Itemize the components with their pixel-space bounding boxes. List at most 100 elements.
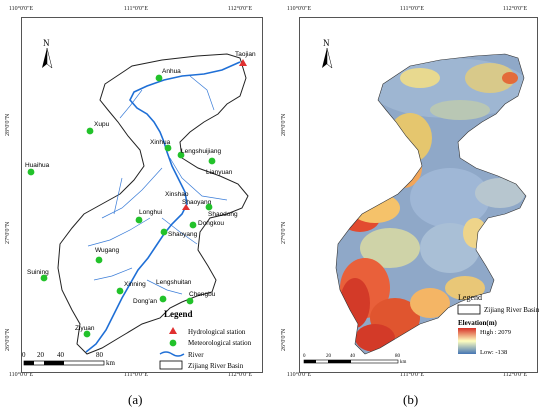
station-dongkou-marker	[189, 221, 197, 229]
scalebar-b-unit: km	[400, 360, 407, 365]
station-shaodong-label: Shaodong	[208, 211, 238, 218]
station-shaoyang-met-label: Shaoyang	[168, 231, 198, 238]
tributary-5	[87, 217, 151, 247]
station-huaihua-marker	[27, 168, 35, 176]
coord-top-112e-b: 112°0'0"E	[502, 6, 528, 12]
coord-bottom-111e-b: 111°0'0"E	[399, 372, 425, 378]
panel-a-station-map: 110°0'0"E 111°0'0"E 112°0'0"E 110°0'0"E …	[5, 6, 263, 407]
coord-left-26n-b: 26°0'0"N	[281, 328, 287, 351]
coord-bottom-112e: 112°0'0"E	[227, 372, 253, 378]
scalebar-b-tick-80: 80	[395, 354, 401, 359]
map-frame-a: N Taojian Anhua Xupu Xinhua Lengshuijian…	[21, 17, 263, 373]
coord-bottom-112e-b: 112°0'0"E	[502, 372, 528, 378]
north-label-b: N	[323, 38, 330, 48]
legend-b-low: Low: -138	[480, 349, 507, 356]
scalebar-a: 0 20 40 80 km	[22, 351, 116, 367]
station-lengshuitan-label: Lengshuitan	[156, 279, 192, 286]
coord-top-110e-b: 110°0'0"E	[286, 6, 312, 12]
tributary-2	[119, 89, 143, 119]
station-wugang-marker	[95, 256, 103, 264]
main-river	[85, 61, 241, 353]
coord-top-111e: 111°0'0"E	[123, 6, 149, 12]
station-longhui-marker	[135, 216, 143, 224]
station-shaoyang-met-marker	[160, 228, 168, 236]
scalebar-a-tick-20: 20	[37, 351, 45, 359]
scalebar-a-tick-40: 40	[57, 351, 65, 359]
station-shaodong-marker	[205, 203, 213, 211]
tributary-6	[161, 217, 198, 245]
legend-basin-label: Zijiang River Basin	[188, 362, 244, 370]
legend-a: Legend Hydrological station Meteorologic…	[159, 309, 252, 370]
scalebar-b-tick-0: 0	[303, 354, 306, 359]
scalebar-b: 0 20 40 80 km	[303, 354, 407, 365]
legend-river-label: River	[188, 351, 204, 359]
caption-a: (a)	[128, 392, 143, 407]
tributary-9	[113, 177, 123, 215]
station-xinning-label: Xinning	[124, 281, 146, 288]
coord-top-111e-b: 111°0'0"E	[399, 6, 425, 12]
station-xinning-marker	[116, 287, 124, 295]
north-label-a: N	[43, 38, 50, 48]
legend-met-icon	[169, 339, 177, 347]
coord-left-27n-b: 27°0'0"N	[281, 221, 287, 244]
station-dongan-label: Dong'an	[133, 298, 157, 305]
tributary-1	[189, 75, 215, 111]
legend-b: Legend Zijiang River Basin Elevation(m) …	[457, 293, 540, 356]
coord-left-26n: 26°0'0"N	[5, 328, 11, 351]
scalebar-b-tick-20: 20	[326, 354, 332, 359]
elevation-raster	[336, 54, 526, 354]
legend-met-label: Meteorological station	[188, 339, 252, 347]
legend-b-basin-label: Zijiang River Basin	[484, 306, 540, 314]
scalebar-a-tick-80: 80	[96, 351, 104, 359]
scalebar-b-tick-40: 40	[350, 354, 356, 359]
panel-b-elevation-map: 110°0'0"E 111°0'0"E 112°0'0"E 110°0'0"E …	[281, 6, 540, 407]
station-dongan-marker	[159, 295, 167, 303]
map-a-svg: N Taojian Anhua Xupu Xinhua Lengshuijian…	[22, 38, 256, 370]
legend-river-icon	[159, 351, 185, 357]
north-arrow-a	[42, 47, 53, 69]
coord-bottom-111e: 111°0'0"E	[123, 372, 149, 378]
station-ziyuan-label: Ziyuan	[75, 325, 95, 332]
legend-a-title: Legend	[164, 309, 193, 319]
station-lianyuan-label: Lianyuan	[206, 169, 233, 176]
coord-left-28n: 28°0'0"N	[5, 113, 11, 136]
station-lengshuijiang-marker	[177, 151, 185, 159]
legend-hydro-label: Hydrological station	[188, 328, 246, 336]
station-taojian-label: Taojian	[235, 51, 256, 58]
station-shaoyang-hydro-marker	[182, 204, 190, 210]
caption-b: (b)	[403, 392, 419, 407]
scalebar-a-unit: km	[106, 359, 116, 367]
legend-hydro-icon	[169, 327, 177, 334]
coord-top-112e: 112°0'0"E	[227, 6, 253, 12]
station-ziyuan-marker	[83, 330, 91, 338]
station-huaihua-label: Huaihua	[25, 162, 50, 169]
station-anhua-label: Anhua	[162, 68, 181, 75]
tributary-8	[146, 279, 183, 295]
station-chengbu-label: Chengbu	[189, 291, 216, 298]
station-xupu-label: Xupu	[94, 121, 110, 128]
tributary-7	[93, 267, 133, 281]
coord-top-110e: 110°0'0"E	[8, 6, 34, 12]
legend-b-basin-icon	[457, 304, 481, 315]
coord-left-27n: 27°0'0"N	[5, 221, 11, 244]
station-chengbu-marker	[186, 297, 194, 305]
coord-bottom-110e: 110°0'0"E	[8, 372, 34, 378]
station-suining-label: Suining	[27, 269, 49, 276]
station-suining-marker	[40, 274, 48, 282]
station-shaoyang-hydro-label: Shaoyang	[182, 199, 212, 206]
tributary-3	[169, 157, 228, 201]
station-xinshao-label: Xinshao	[165, 191, 189, 198]
station-lianyuan-marker	[208, 157, 216, 165]
station-xinhua-marker	[164, 144, 172, 152]
station-xinhua-label: Xinhua	[150, 139, 171, 146]
basin-boundary-b	[335, 53, 527, 355]
station-markers: Taojian Anhua Xupu Xinhua Lengshuijiang …	[25, 51, 256, 338]
legend-b-title: Legend	[458, 293, 482, 302]
station-taojian-marker	[239, 59, 247, 66]
station-wugang-label: Wugang	[95, 247, 119, 254]
legend-basin-icon	[159, 360, 183, 370]
station-xupu-marker	[86, 127, 94, 135]
basin-boundary	[57, 53, 249, 355]
map-frame-b: N Legend Zijiang River Basin Elevation(m…	[299, 17, 540, 373]
